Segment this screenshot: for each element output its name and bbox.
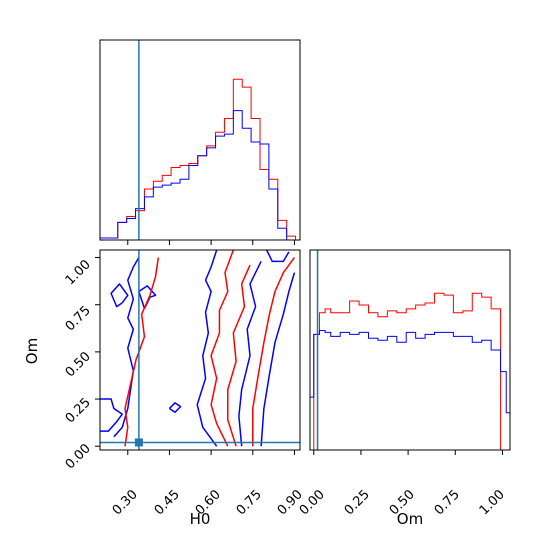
om-y-tick-label-0: 0.00 xyxy=(63,441,94,472)
x-axis-title-om: Om xyxy=(397,510,423,528)
om-y-tick-label-4: 1.00 xyxy=(63,257,94,288)
om-y-tick-label-1: 0.25 xyxy=(63,395,94,426)
hist_Om-panel xyxy=(309,249,511,451)
contour-line-10 xyxy=(260,272,296,447)
contour-line-7 xyxy=(227,264,251,447)
hist_Om-series-red xyxy=(310,292,510,450)
truth-marker xyxy=(134,438,143,447)
contour-line-8 xyxy=(238,260,262,447)
om-y-tick-label-2: 0.50 xyxy=(63,349,94,380)
contour-line-4 xyxy=(124,257,160,447)
contour-line-6 xyxy=(210,250,235,447)
contour-line-5 xyxy=(196,250,218,447)
hist_Om-plot-area xyxy=(310,250,510,450)
om-x-tick-label-4: 1.00 xyxy=(477,487,508,518)
contour-line-12 xyxy=(168,402,182,414)
hist_H0-series-blue xyxy=(100,110,296,240)
contour-line-0 xyxy=(100,398,123,432)
hist_Om-series-blue xyxy=(310,329,510,450)
om-x-tick-label-0: 0.00 xyxy=(297,487,328,518)
om-y-tick-label-3: 0.75 xyxy=(63,303,94,334)
contour-line-9 xyxy=(252,257,296,447)
contour_H0_Om-frame xyxy=(99,249,301,451)
h0-tick-label-3: 0.75 xyxy=(234,487,265,518)
contour-line-2 xyxy=(110,283,129,308)
contour_H0_Om-panel xyxy=(99,249,301,451)
hist_H0-panel xyxy=(99,39,301,241)
hist_Om-frame xyxy=(309,249,511,451)
contour-line-1 xyxy=(113,257,140,438)
om-x-tick-label-1: 0.25 xyxy=(342,487,373,518)
y-axis-title-om: Om xyxy=(23,338,41,364)
contour-line-3 xyxy=(138,285,157,309)
om-x-tick-label-3: 0.75 xyxy=(432,487,463,518)
h0-tick-label-0: 0.30 xyxy=(110,487,141,518)
hist_H0-frame xyxy=(99,39,301,241)
contour_H0_Om-plot-area xyxy=(100,250,300,450)
hist_H0-plot-area xyxy=(100,40,297,240)
x-axis-title-h0: H0 xyxy=(190,510,211,528)
h0-tick-label-1: 0.45 xyxy=(152,487,183,518)
contour-line-11 xyxy=(265,250,290,263)
